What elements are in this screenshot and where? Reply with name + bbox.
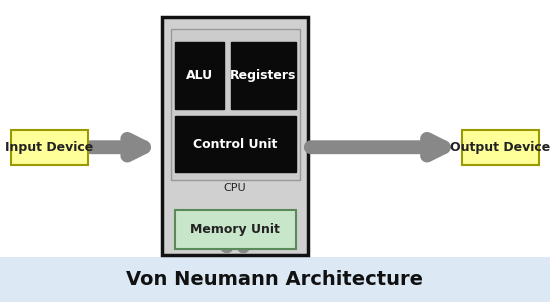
Bar xyxy=(11,130,88,165)
Text: Input Device: Input Device xyxy=(6,141,94,154)
Text: Memory Unit: Memory Unit xyxy=(190,223,280,236)
Bar xyxy=(0,257,550,302)
Bar xyxy=(170,29,300,180)
Text: ALU: ALU xyxy=(186,69,213,82)
Text: CPU: CPU xyxy=(224,183,246,193)
Text: Von Neumann Architecture: Von Neumann Architecture xyxy=(126,270,424,289)
Text: Control Unit: Control Unit xyxy=(193,138,278,151)
Bar xyxy=(175,210,296,249)
Bar xyxy=(462,130,539,165)
Text: Registers: Registers xyxy=(230,69,296,82)
Bar xyxy=(175,42,224,109)
Bar xyxy=(231,42,296,109)
Bar xyxy=(175,116,296,172)
Bar xyxy=(162,17,308,255)
Text: Output Device: Output Device xyxy=(450,141,550,154)
